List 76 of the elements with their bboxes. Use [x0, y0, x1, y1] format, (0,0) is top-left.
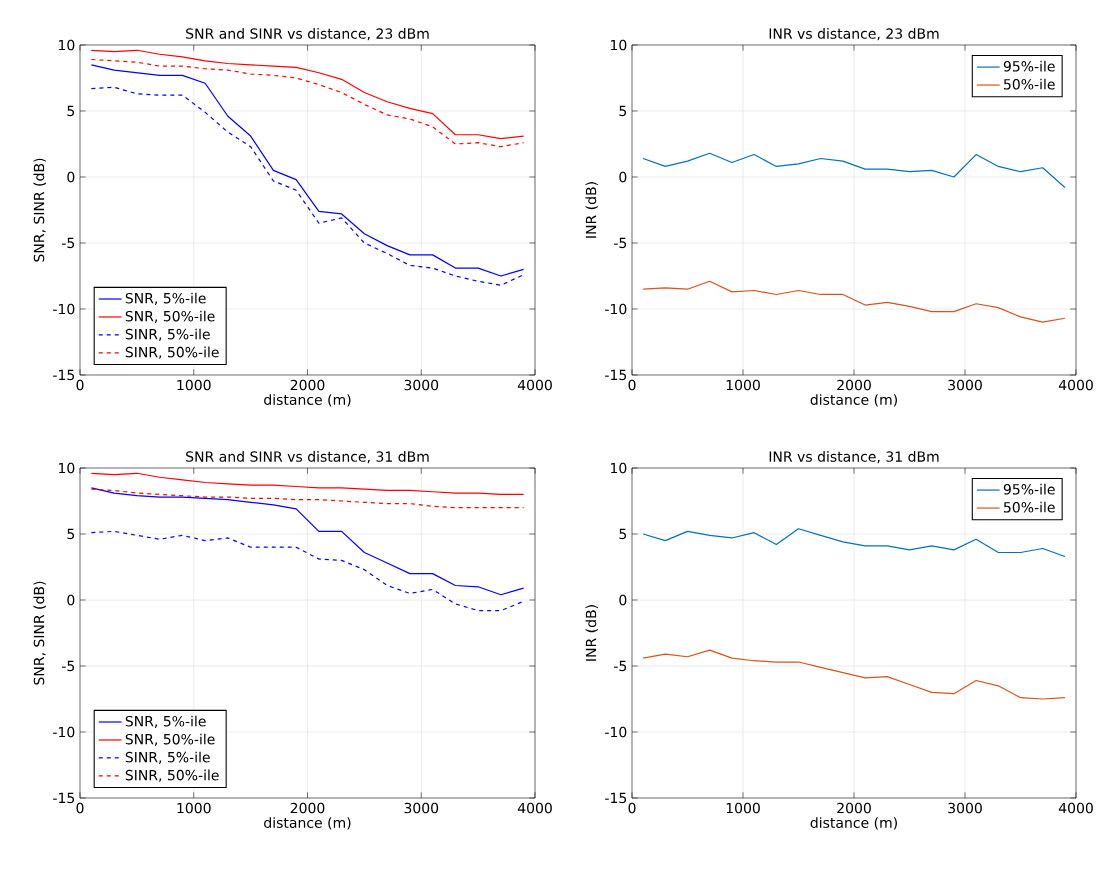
chart-title: INR vs distance, 23 dBm [769, 28, 939, 41]
line-series [642, 280, 1066, 323]
y-tick-label: -15 [605, 369, 627, 381]
y-tick-label: -5 [62, 237, 75, 249]
line-series [90, 472, 525, 495]
y-tick-label: 0 [67, 594, 75, 606]
line-series [642, 152, 1066, 189]
y-tick-label: -15 [605, 792, 627, 804]
y-tick-label: 0 [619, 594, 627, 606]
legend-label: SINR, 5%-ile [125, 751, 210, 764]
x-axis-title: distance (m) [810, 817, 897, 830]
legend-label: SNR, 5%-ile [125, 715, 206, 728]
y-tick-label: 5 [619, 528, 627, 540]
x-tick-label: 2000 [290, 802, 325, 814]
y-tick-label: -10 [53, 726, 75, 738]
legend-label: SINR, 5%-ile [125, 328, 210, 341]
x-axis-title: distance (m) [810, 394, 897, 407]
x-tick-label: 2000 [837, 802, 871, 814]
y-axis-title: INR (dB) [585, 182, 598, 238]
legend-label: 95%-ile [1003, 483, 1055, 495]
line-series [90, 49, 525, 140]
x-tick-label: 1000 [177, 802, 211, 814]
x-tick-label: 3000 [948, 379, 982, 391]
y-tick-label: 0 [67, 171, 75, 183]
y-tick-label: 5 [67, 528, 75, 540]
y-tick-label: -10 [53, 303, 75, 315]
legend-label: SNR, 5%-ile [125, 292, 206, 305]
y-tick-label: 10 [611, 39, 627, 51]
chart-title: INR vs distance, 31 dBm [769, 451, 939, 464]
y-tick-label: 5 [67, 105, 75, 117]
x-tick-label: 0 [76, 379, 84, 391]
x-tick-label: 2000 [837, 379, 871, 391]
y-tick-label: 10 [59, 462, 75, 474]
legend-label: SNR, 50%-ile [125, 733, 215, 746]
y-tick-label: -10 [605, 303, 627, 315]
x-tick-label: 1000 [726, 379, 760, 391]
y-tick-label: -5 [614, 660, 627, 672]
x-tick-label: 1000 [726, 802, 760, 814]
x-tick-label: 3000 [404, 379, 439, 391]
x-tick-label: 3000 [948, 802, 982, 814]
line-series [642, 649, 1066, 700]
x-tick-label: 0 [76, 802, 84, 814]
y-tick-label: 5 [619, 105, 627, 117]
legend-label: 95%-ile [1003, 60, 1055, 72]
x-tick-label: 3000 [404, 802, 439, 814]
chart-title: SNR and SINR vs distance, 31 dBm [186, 451, 429, 464]
x-tick-label: 2000 [290, 379, 325, 391]
y-tick-label: -15 [53, 369, 75, 381]
x-axis-title: distance (m) [264, 394, 351, 407]
y-tick-label: 10 [59, 39, 75, 51]
legend-label: SINR, 50%-ile [125, 769, 219, 782]
y-axis-title: INR (dB) [585, 605, 598, 661]
chart-title: SNR and SINR vs distance, 23 dBm [186, 28, 429, 41]
y-axis-title: SNR, SINR (dB) [33, 581, 46, 685]
legend-label: 50%-ile [1004, 501, 1055, 513]
x-tick-label: 0 [628, 379, 636, 391]
line-series [90, 487, 525, 596]
legend-label: SINR, 50%-ile [125, 346, 219, 359]
y-tick-label: -10 [605, 726, 627, 738]
line-series [642, 528, 1066, 558]
y-tick-label: -5 [614, 237, 627, 249]
y-tick-label: 10 [611, 462, 627, 474]
line-series [90, 58, 525, 148]
x-tick-label: 4000 [517, 802, 552, 814]
x-tick-label: 0 [628, 802, 636, 814]
x-tick-label: 4000 [1058, 802, 1093, 814]
y-tick-label: 0 [619, 171, 627, 183]
x-tick-label: 4000 [1058, 379, 1093, 391]
legend-label: 50%-ile [1004, 78, 1055, 90]
x-tick-label: 1000 [177, 379, 211, 391]
x-axis-title: distance (m) [264, 817, 351, 830]
y-tick-label: -5 [62, 660, 75, 672]
legend-label: SNR, 50%-ile [125, 310, 215, 323]
y-tick-label: -15 [53, 792, 75, 804]
y-axis-title: SNR, SINR (dB) [33, 158, 46, 262]
x-tick-label: 4000 [517, 379, 552, 391]
